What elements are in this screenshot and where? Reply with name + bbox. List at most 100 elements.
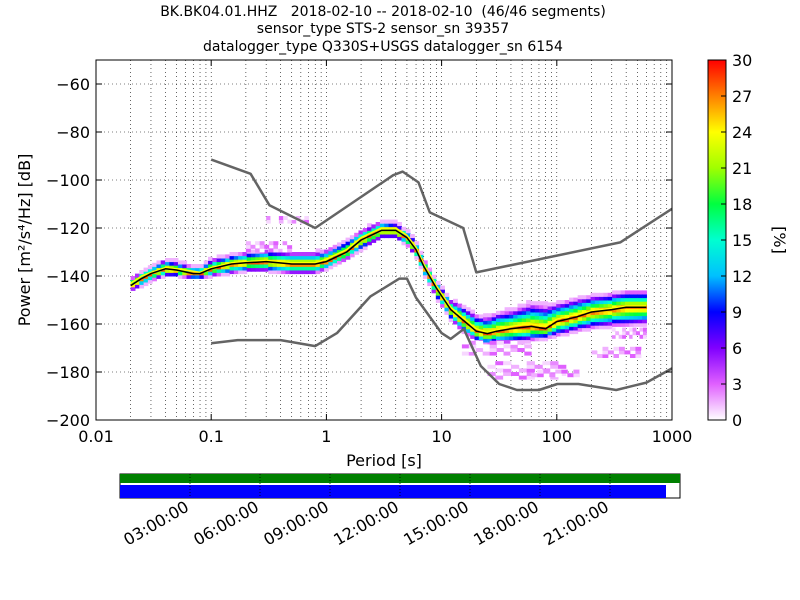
heatmap-cell [596,354,603,358]
heatmap-cell [624,350,631,355]
heatmap-cell [311,270,316,275]
heatmap-cell [538,301,544,306]
heatmap-cell [251,249,256,254]
heatmap-cell [599,325,604,330]
title-line-2: sensor_type STS-2 sensor_sn 39357 [257,21,509,37]
heatmap-cell [508,336,514,341]
heatmap-cell [607,292,613,297]
heatmap-cell [302,255,308,260]
heatmap-cell [216,254,222,259]
heatmap-cell [482,351,491,356]
heatmap-cell [203,271,209,276]
heatmap-cell [130,286,136,291]
heatmap-cell [414,255,420,260]
heatmap-cell [203,260,209,265]
heatmap-cell [556,332,561,337]
heatmap-cell [487,313,493,318]
heatmap-cell [637,322,643,327]
coverage-tick-label: 18:00:00 [470,497,542,549]
heatmap-cell [332,248,338,253]
heatmap-cell [195,274,200,279]
heatmap-cell [487,364,496,369]
heatmap-cell [629,315,635,320]
colorbar: 0 3 6 9 12 15 18 21 24 27 30 [%] [707,51,789,430]
heatmap-cell [542,375,551,380]
heatmap-cell [560,325,566,330]
heatmap-cell [238,259,243,264]
heatmap-cell [550,361,559,366]
heatmap-cell [551,313,557,318]
heatmap-cell [405,243,411,248]
heatmap-cell [543,330,549,335]
heatmap-cell [328,250,334,255]
heatmap-cell [440,289,445,294]
heatmap-cell [629,319,635,324]
heatmap-cell [448,314,454,319]
heatmap-cell [233,262,239,267]
heatmap-cell [311,259,316,264]
heatmap-cell [229,259,235,264]
x-axis-label: Period [s] [346,451,422,470]
heatmap-cell [410,237,415,242]
heatmap-cell [294,262,299,267]
heatmap-cell [629,294,635,299]
heatmap-cell [349,249,355,254]
heatmap-cell [379,230,385,235]
heatmap-cell [581,295,587,300]
heatmap-cell [276,255,282,260]
heatmap-cell [620,319,626,324]
heatmap-cell [336,246,342,251]
heatmap-cell [629,334,633,339]
heatmap-cell [444,296,450,301]
heatmap-cell [311,252,316,257]
heatmap-cell [255,267,261,272]
heatmap-cell [543,312,549,317]
heatmap-cell [629,327,633,332]
y-axis-ticks: −200 −180 −160 −140 −120 −100 −80 −60 [46,75,672,430]
heatmap-cell [526,375,535,380]
heatmap-cell [461,308,467,313]
heatmap-cell [637,290,643,295]
heatmap-cell [573,297,579,302]
heatmap-cell [465,314,471,319]
heatmap-cell [242,255,248,260]
heatmap-cell [534,326,540,331]
heatmap-cell [521,336,527,341]
heatmap-cell [599,318,604,323]
heatmap-cell [362,238,368,243]
heatmap-cell [534,364,543,369]
heatmap-cell [551,331,557,336]
heatmap-cell [590,292,596,297]
heatmap-cell [551,302,557,307]
heatmap-cell [556,325,561,330]
heatmap-cell [336,242,342,247]
heatmap-cell [510,348,518,352]
heatmap-cell [491,316,497,321]
heatmap-cell [521,332,527,337]
heatmap-cell [147,279,153,284]
heatmap-cell [263,253,269,258]
heatmap-cell [294,252,299,257]
heatmap-cell [526,300,531,305]
heatmap-cell [633,290,639,295]
heatmap-cell [607,321,613,326]
heatmap-cell [530,319,536,324]
heatmap-cell [581,327,587,332]
heatmap-cell [251,256,256,261]
heatmap-cell [624,297,630,302]
colorbar-tick-label: 9 [732,303,742,322]
heatmap-cell [503,361,512,366]
heatmap-cell [336,249,342,254]
colorbar-tick-label: 30 [732,51,752,70]
heatmap-cell [294,255,299,260]
heatmap-cell [537,373,544,378]
heatmap-cell [177,260,183,265]
heatmap-cell [555,369,562,374]
heatmap-cell [594,325,600,330]
heatmap-cell [264,244,270,249]
heatmap-cell [414,252,420,257]
heatmap-cell [534,330,540,335]
heatmap-cell [278,216,284,220]
heatmap-cell [556,303,561,308]
heatmap-cell [547,316,553,321]
